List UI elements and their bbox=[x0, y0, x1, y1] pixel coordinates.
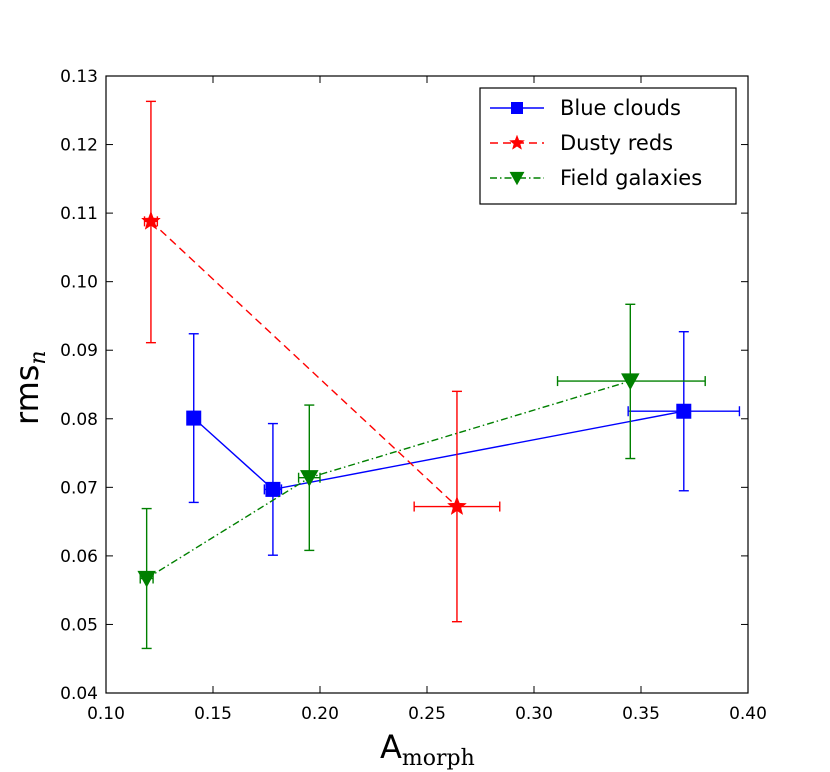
data-point bbox=[676, 403, 692, 419]
x-axis-label: Amorph bbox=[380, 728, 475, 771]
y-tick-label: 0.11 bbox=[60, 204, 98, 224]
x-axis-label-sub: morph bbox=[402, 746, 475, 771]
series-blue-clouds bbox=[186, 331, 741, 556]
y-tick-label: 0.13 bbox=[60, 67, 98, 87]
legend-entry: Blue clouds bbox=[490, 96, 681, 120]
y-tick-label: 0.04 bbox=[60, 684, 98, 704]
data-point bbox=[186, 410, 202, 426]
legend-marker bbox=[511, 102, 523, 114]
data-point bbox=[137, 570, 156, 588]
x-tick-label: 0.40 bbox=[729, 704, 767, 724]
series-line bbox=[150, 220, 458, 508]
y-tick-label: 0.09 bbox=[60, 341, 98, 361]
data-point bbox=[621, 373, 640, 391]
x-tick-label: 0.20 bbox=[301, 704, 339, 724]
x-tick-label: 0.30 bbox=[515, 704, 553, 724]
y-axis-label: rmsn bbox=[8, 350, 51, 425]
data-point bbox=[265, 481, 281, 497]
data-point bbox=[446, 496, 467, 516]
x-tick-label: 0.15 bbox=[194, 704, 232, 724]
x-tick-label: 0.35 bbox=[622, 704, 660, 724]
legend-marker bbox=[509, 134, 525, 150]
legend-label: Field galaxies bbox=[560, 166, 702, 190]
series-layer bbox=[137, 100, 741, 650]
axis-ticks: 0.10 0.15 0.20 0.25 0.30 0.35 0.40 0.04 0.05 0.06… bbox=[60, 67, 767, 724]
y-axis-label-sub: n bbox=[26, 350, 51, 364]
series-dusty-reds bbox=[140, 100, 501, 623]
legend-entry: Field galaxies bbox=[490, 166, 702, 190]
y-tick-label: 0.05 bbox=[60, 615, 98, 635]
x-tick-label: 0.10 bbox=[87, 704, 125, 724]
data-point bbox=[300, 470, 319, 487]
legend-label: Blue clouds bbox=[560, 96, 681, 120]
y-tick-label: 0.07 bbox=[60, 478, 98, 498]
y-tick-label: 0.12 bbox=[60, 136, 98, 156]
y-axis-label-main: rms bbox=[8, 365, 46, 425]
series-field-galaxies bbox=[137, 303, 706, 650]
legend-label: Dusty reds bbox=[560, 131, 673, 155]
data-point bbox=[140, 210, 161, 230]
legend-entry: Dusty reds bbox=[490, 131, 673, 155]
legend: Blue clouds Dusty reds Field galaxies bbox=[479, 87, 737, 205]
y-tick-label: 0.10 bbox=[60, 273, 98, 293]
y-tick-label: 0.06 bbox=[60, 547, 98, 567]
legend-marker bbox=[509, 171, 525, 186]
y-tick-label: 0.08 bbox=[60, 410, 98, 430]
x-tick-label: 0.25 bbox=[408, 704, 446, 724]
x-axis-label-main: A bbox=[380, 728, 402, 766]
